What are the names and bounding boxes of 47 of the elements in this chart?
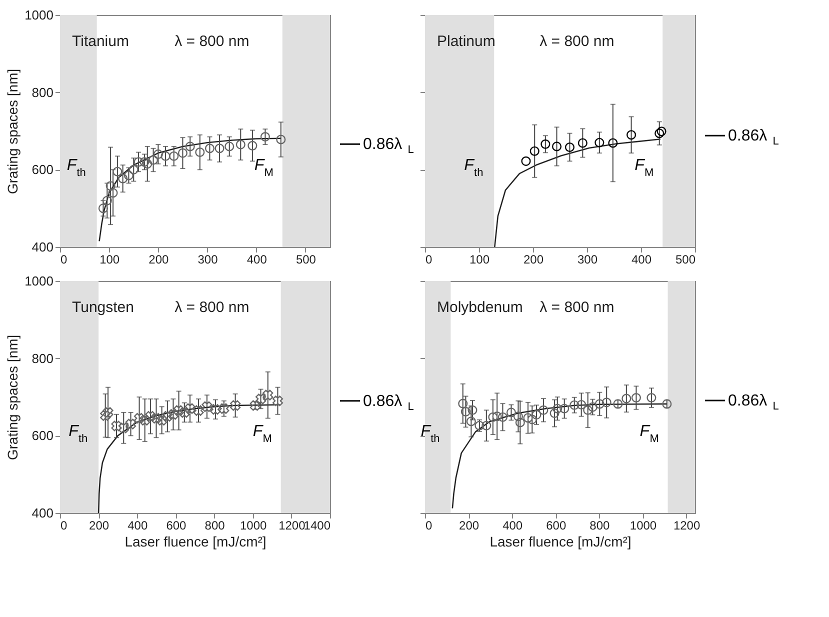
annotation: Titanium: [72, 33, 129, 50]
annotation: Molybdenum: [437, 299, 523, 316]
annotation: λ = 800 nm: [174, 33, 250, 50]
annotation: λ = 800 nm: [540, 299, 614, 316]
x-tick-label: 1200: [278, 518, 306, 532]
y-tick-label: 1000: [24, 8, 54, 22]
x-tick-label: 400: [246, 252, 268, 266]
annotation: λ = 800 nm: [540, 33, 614, 50]
y-tick-label: 600: [32, 428, 54, 444]
x-tick-label: 1400: [304, 518, 331, 532]
x-tick-label: 400: [502, 518, 523, 532]
x-tick-label: 400: [128, 518, 148, 532]
x-tick-label: 0: [60, 518, 68, 532]
x-tick-label: 600: [166, 518, 187, 532]
x-tick-label: 100: [469, 252, 490, 266]
y-tick-label: 800: [32, 84, 54, 100]
x-axis-title: Laser fluence [mJ/cm²]: [124, 534, 266, 550]
x-tick-label: 600: [546, 518, 566, 532]
x-tick-label: 0: [426, 518, 432, 532]
x-tick-label: 200: [523, 252, 544, 266]
x-tick-label: 300: [198, 252, 218, 266]
x-tick-label: 1000: [630, 518, 657, 532]
x-axis-title: Laser fluence [mJ/cm²]: [490, 534, 632, 550]
y-axis-title: Grating spaces [nm]: [4, 68, 21, 194]
x-tick-label: 200: [89, 518, 110, 532]
x-tick-label: 1000: [240, 518, 268, 532]
y-tick-label: 600: [32, 162, 54, 178]
x-tick-label: 1200: [673, 518, 700, 532]
annotation: λ = 800 nm: [174, 299, 250, 316]
x-tick-label: 200: [148, 252, 170, 266]
x-tick-label: 200: [459, 518, 480, 532]
y-axis-title: Grating spaces [nm]: [4, 334, 21, 460]
x-tick-label: 100: [100, 252, 120, 266]
x-tick-label: 400: [631, 252, 652, 266]
x-tick-label: 0: [426, 252, 432, 266]
y-tick-label: 1000: [24, 274, 54, 288]
x-tick-label: 500: [296, 252, 316, 266]
y-tick-label: 400: [32, 240, 54, 254]
x-tick-label: 800: [204, 518, 226, 532]
x-tick-label: 300: [577, 252, 598, 266]
y-tick-label: 800: [32, 350, 54, 366]
x-tick-label: 800: [590, 518, 610, 532]
x-tick-label: 500: [675, 252, 696, 266]
x-tick-label: 0: [60, 252, 68, 266]
annotation: Platinum: [437, 33, 496, 50]
y-tick-label: 400: [32, 506, 54, 520]
annotation: Tungsten: [72, 299, 134, 316]
